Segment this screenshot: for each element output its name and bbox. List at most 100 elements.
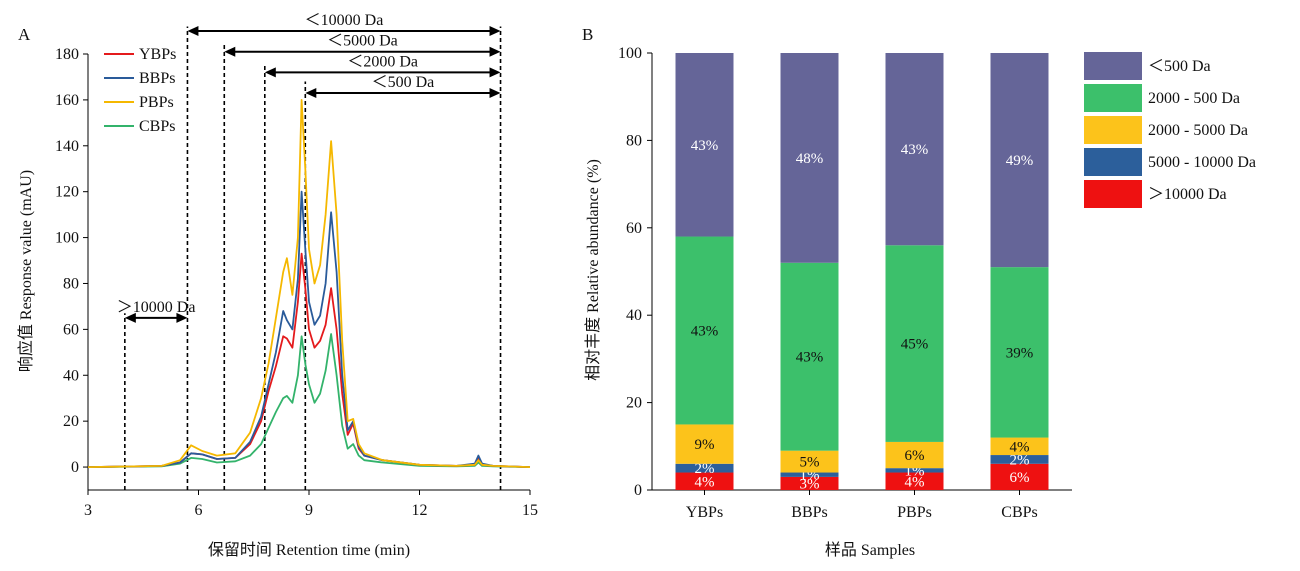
bar-data-label: 2% <box>695 461 715 477</box>
chromatogram-y-tick-label: 140 <box>55 138 79 155</box>
chromatogram-y-tick-label: 80 <box>63 275 79 292</box>
bar-data-label: 5% <box>800 455 820 471</box>
abundance-y-tick-label: 60 <box>626 220 642 237</box>
range-arrow-head-right <box>489 88 501 99</box>
bar-segment-10000-da <box>885 472 944 490</box>
range-arrow-head-left <box>124 312 136 323</box>
legend-swatch <box>1084 52 1142 80</box>
bar-segment-5000-10000-da <box>885 468 944 473</box>
bar-segment-500-da <box>990 53 1049 268</box>
abundance-x-axis-label: 样品 Samples <box>825 541 915 559</box>
chromatogram-x-tick-label: 15 <box>522 502 538 519</box>
bar-segment-5000-10000-da <box>990 455 1049 464</box>
bar-segment-2000-5000-da <box>885 441 944 469</box>
abundance-y-tick-label: 100 <box>618 45 642 62</box>
bar-segment-5000-10000-da <box>675 463 734 473</box>
abundance-x-tick-label: YBPs <box>686 504 723 521</box>
abundance-x-tick-label: PBPs <box>897 504 932 521</box>
series-line-cbps <box>87 333 531 468</box>
chromatogram-y-tick-label: 40 <box>63 367 79 384</box>
bar-data-label: 6% <box>905 448 925 464</box>
range-arrow-head-right <box>489 67 501 78</box>
legend-label: 2000 - 5000 Da <box>1148 122 1248 139</box>
bar-segment-10000-da <box>990 463 1049 490</box>
bar-data-label: 4% <box>1010 439 1030 455</box>
chromatogram-x-tick-label: 12 <box>412 502 428 519</box>
bar-data-label: 6% <box>1010 470 1030 486</box>
bar-segment-10000-da <box>780 476 839 490</box>
bar-data-label: 45% <box>901 337 929 353</box>
abundance-y-tick-label: 40 <box>626 307 642 324</box>
abundance-y-tick-label: 20 <box>626 395 642 412</box>
chromatogram-x-tick-label: 3 <box>84 502 92 519</box>
range-arrow-label: ＜2000 Da <box>347 53 418 70</box>
range-arrow-label: ＜500 Da <box>372 74 435 91</box>
legend-label: 5000 - 10000 Da <box>1148 154 1256 171</box>
range-arrow-head-right <box>489 46 501 57</box>
chromatogram-y-tick-label: 60 <box>63 321 79 338</box>
bar-data-label: 48% <box>796 151 824 167</box>
bar-segment-5000-10000-da <box>780 472 839 477</box>
panel-b-label: B <box>582 25 593 44</box>
chromatogram-y-tick-label: 100 <box>55 230 79 247</box>
abundance-x-tick-label: BBPs <box>791 504 827 521</box>
abundance-x-tick-label: CBPs <box>1001 504 1037 521</box>
legend-label-ybps: YBPs <box>139 46 176 63</box>
legend-label: ＜500 Da <box>1148 58 1211 75</box>
bar-segment-10000-da <box>675 472 734 490</box>
abundance-legend: ＜500 Da 2000 - 500 Da 2000 - 5000 Da 5000 -… <box>1084 52 1256 208</box>
bar-data-label: 43% <box>691 138 719 154</box>
bar-segment-500-da <box>885 53 944 246</box>
bar-data-label: 49% <box>1006 153 1034 169</box>
bar-data-label: 39% <box>1006 345 1034 361</box>
bar-segment-2000-500-da <box>675 236 734 425</box>
panel-a-label: A <box>18 25 31 44</box>
legend-label-cbps: CBPs <box>139 118 175 135</box>
range-arrow-head-left <box>264 67 276 78</box>
bar-segment-2000-5000-da <box>990 437 1049 456</box>
legend-swatch <box>1084 180 1142 208</box>
bar-segment-2000-500-da <box>780 262 839 451</box>
bar-segment-2000-5000-da <box>675 424 734 464</box>
bar-segment-500-da <box>675 53 734 237</box>
series-line-pbps <box>87 99 531 468</box>
legend-label-bbps: BBPs <box>139 70 175 87</box>
chromatogram-y-tick-label: 0 <box>71 459 79 476</box>
abundance-y-tick-label: 80 <box>626 132 642 149</box>
legend-label-pbps: PBPs <box>139 94 174 111</box>
bar-segment-2000-500-da <box>990 267 1049 438</box>
chromatogram-x-tick-label: 9 <box>305 502 313 519</box>
abundance-y-axis-label: 相对丰度 Relative abundance (%) <box>584 159 602 381</box>
legend-label: 2000 - 500 Da <box>1148 90 1240 107</box>
range-arrow-head-right <box>489 26 501 37</box>
range-arrow-head-left <box>305 88 317 99</box>
bar-segment-2000-500-da <box>885 245 944 442</box>
chromatogram-x-axis-label: 保留时间 Retention time (min) <box>208 541 410 559</box>
chromatogram-y-tick-label: 20 <box>63 413 79 430</box>
bar-data-label: 2% <box>1010 452 1030 468</box>
legend-swatch <box>1084 84 1142 112</box>
chromatogram-y-axis-label: 响应值 Response value (mAU) <box>16 170 35 372</box>
series-line-ybps <box>87 252 531 468</box>
range-arrow-label: ＜10000 Da <box>305 12 384 29</box>
range-arrow-head-left <box>224 46 236 57</box>
bar-segment-500-da <box>780 53 839 263</box>
bar-data-label: 43% <box>901 142 929 158</box>
chromatogram-chart: 0 20 40 60 80 100 120 140 160 180 3 6 9 12 15 ＜10000 Da… <box>55 12 538 519</box>
abundance-bar-chart: 020406080100YBPs4%2%9%43%43%BBPs3%1%5%43… <box>618 45 1072 521</box>
chromatogram-y-tick-label: 180 <box>55 46 79 63</box>
bar-data-label: 4% <box>905 474 925 490</box>
bar-data-label: 9% <box>695 437 715 453</box>
bar-data-label: 43% <box>796 350 824 366</box>
chromatogram-y-tick-label: 160 <box>55 92 79 109</box>
bar-segment-2000-5000-da <box>780 450 839 473</box>
legend-label: ＞10000 Da <box>1148 186 1227 203</box>
bar-data-label: 43% <box>691 323 719 339</box>
legend-swatch <box>1084 148 1142 176</box>
bar-data-label: 3% <box>800 476 820 492</box>
range-arrow-head-left <box>187 26 199 37</box>
chromatogram-x-tick-label: 6 <box>195 502 203 519</box>
range-arrow-head-right <box>176 312 188 323</box>
legend-swatch <box>1084 116 1142 144</box>
